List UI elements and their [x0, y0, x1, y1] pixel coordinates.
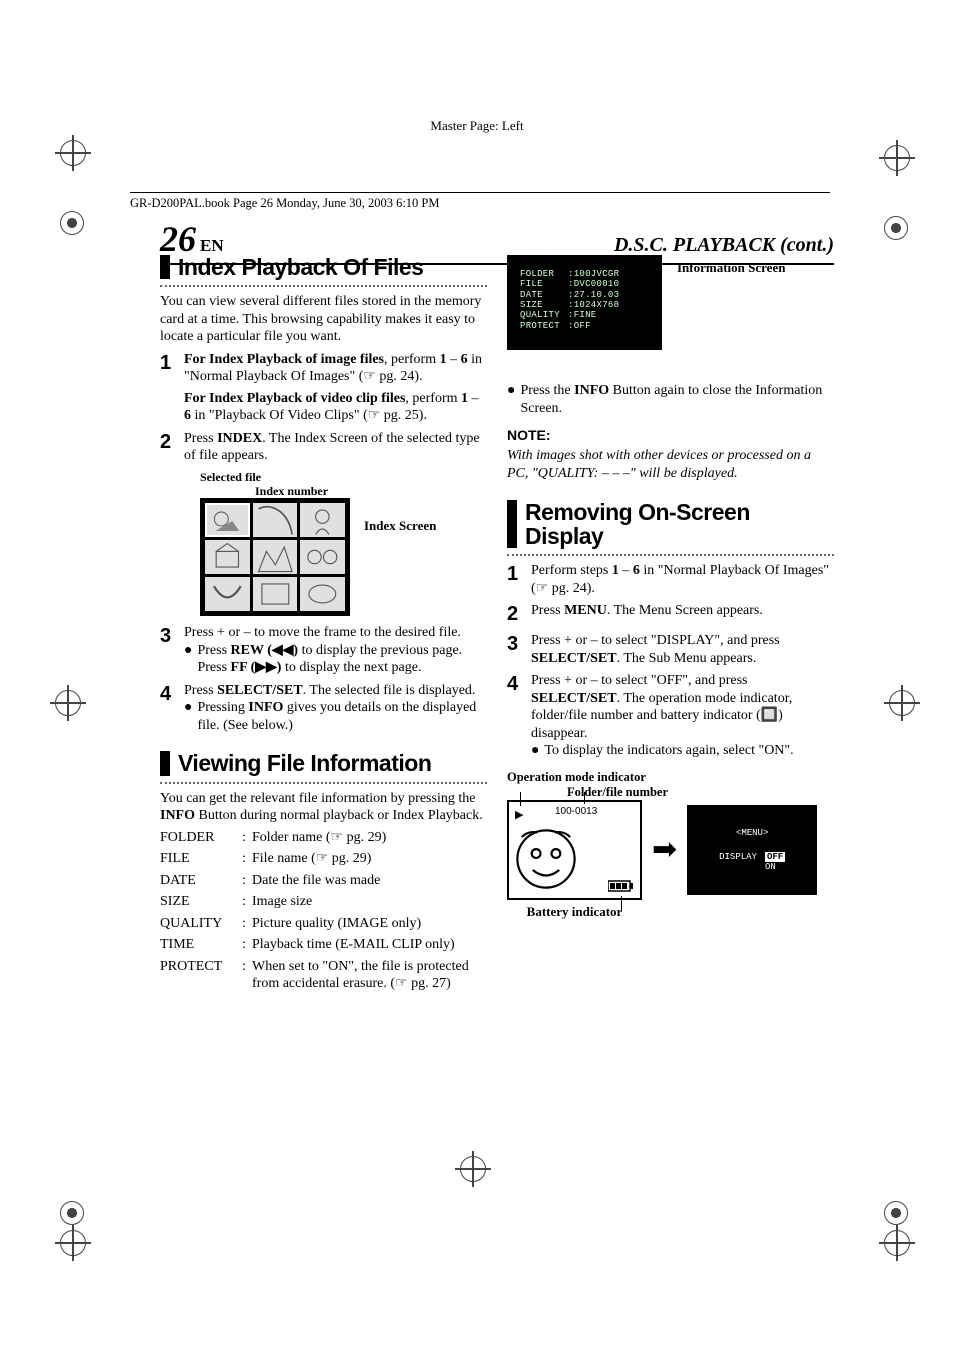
- table-key: PROTECT: [160, 958, 242, 993]
- registration-mark-bc: [460, 1156, 490, 1186]
- label-index-screen: Index Screen: [364, 518, 436, 534]
- heading-index-playback: Index Playback Of Files: [160, 255, 487, 279]
- index-cell-4: [205, 540, 250, 574]
- index-cell-6: [300, 540, 345, 574]
- registration-mark-tl: [60, 140, 90, 170]
- label-folder-file-number: Folder/file number: [567, 785, 834, 800]
- battery-icon: [608, 880, 634, 892]
- index-cell-2: [253, 503, 298, 537]
- index-cell-3: [300, 503, 345, 537]
- r-step-3: 3 Press + or – to select "DISPLAY", and …: [507, 632, 834, 667]
- table-value: File name (☞ pg. 29): [252, 850, 487, 868]
- information-screen-label: Information Screen: [677, 260, 785, 276]
- registration-mark-ml: [55, 690, 85, 720]
- view-intro: You can get the relevant file informatio…: [160, 790, 487, 825]
- table-value: Image size: [252, 893, 487, 911]
- table-key: FILE: [160, 850, 242, 868]
- face-icon: [513, 826, 579, 892]
- note-label: NOTE:: [507, 427, 834, 443]
- index-grid: [200, 498, 350, 616]
- page-lang: EN: [200, 236, 224, 255]
- registration-mark-tr: [884, 145, 914, 175]
- step-1: 1 For Index Playback of image files, per…: [160, 351, 487, 425]
- book-header-line: GR-D200PAL.book Page 26 Monday, June 30,…: [130, 192, 830, 211]
- table-value: Folder name (☞ pg. 29): [252, 829, 487, 847]
- table-value: When set to "ON", the file is protected …: [252, 958, 487, 993]
- table-key: SIZE: [160, 893, 242, 911]
- registration-mark-bl: [60, 1161, 90, 1191]
- operation-mode-figure: Operation mode indicator Folder/file num…: [507, 770, 834, 920]
- arrow-right-icon: ➡: [652, 832, 677, 867]
- registration-mark-mr: [889, 690, 919, 720]
- page-number: 26: [160, 219, 196, 259]
- r-step-1: 1 Perform steps 1 – 6 in "Normal Playbac…: [507, 562, 834, 597]
- table-key: DATE: [160, 872, 242, 890]
- table-key: QUALITY: [160, 915, 242, 933]
- divider: [160, 285, 487, 287]
- r-step-4: 4 Press + or – to select "OFF", and pres…: [507, 672, 834, 760]
- index-cell-5: [253, 540, 298, 574]
- label-operation-mode: Operation mode indicator: [507, 770, 834, 785]
- step-2: 2 Press INDEX. The Index Screen of the s…: [160, 430, 487, 465]
- file-info-table: FOLDER:Folder name (☞ pg. 29) FILE:File …: [160, 829, 487, 993]
- index-cell-1: [205, 503, 250, 537]
- index-screen-figure: Selected file Index number Index Screen: [200, 470, 487, 617]
- heading-removing-osd: Removing On-Screen Display: [507, 500, 834, 548]
- label-selected-file: Selected file: [200, 470, 261, 484]
- registration-mark-br: [884, 1161, 914, 1191]
- index-cell-7: [205, 577, 250, 611]
- divider: [507, 554, 834, 556]
- intro-text: You can view several different files sto…: [160, 293, 487, 346]
- menu-screen-illustration: <MENU> DISPLAY OFF ON: [687, 805, 817, 895]
- step-4: 4 Press SELECT/SET. The selected file is…: [160, 682, 487, 735]
- info-screen-box: FOLDER:100JVCGR FILE:DVC00010 DATE:27.10…: [507, 255, 662, 350]
- note-text: With images shot with other devices or p…: [507, 447, 834, 482]
- section-title: D.S.C. PLAYBACK (cont.): [614, 234, 834, 257]
- page-content: Index Playback Of Files You can view sev…: [160, 255, 834, 1151]
- display-screen-illustration: ▶ 100-0013: [507, 800, 642, 900]
- heading-viewing-file-info: Viewing File Information: [160, 751, 487, 775]
- label-index-number: Index number: [255, 484, 328, 498]
- table-value: Picture quality (IMAGE only): [252, 915, 487, 933]
- table-key: FOLDER: [160, 829, 242, 847]
- divider: [160, 782, 487, 784]
- table-key: TIME: [160, 936, 242, 954]
- right-column: FOLDER:100JVCGR FILE:DVC00010 DATE:27.10…: [507, 255, 834, 1151]
- table-value: Playback time (E-MAIL CLIP only): [252, 936, 487, 954]
- index-cell-8: [253, 577, 298, 611]
- step-3: 3 Press + or – to move the frame to the …: [160, 624, 487, 677]
- index-cell-9: [300, 577, 345, 611]
- master-page-header: Master Page: Left: [0, 118, 954, 134]
- r-step-2: 2 Press MENU. The Menu Screen appears.: [507, 602, 834, 627]
- table-value: Date the file was made: [252, 872, 487, 890]
- left-column: Index Playback Of Files You can view sev…: [160, 255, 487, 1151]
